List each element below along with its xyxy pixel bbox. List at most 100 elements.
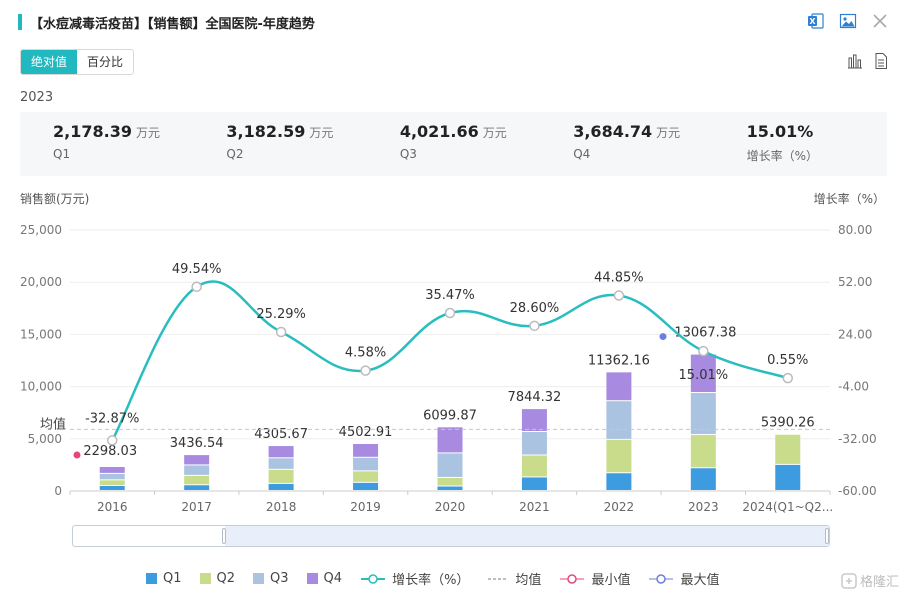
page-title: 【水痘减毒活疫苗】【销售额】全国医院-年度趋势 xyxy=(30,16,315,32)
svg-text:X: X xyxy=(809,17,816,26)
legend-q3[interactable]: Q3 xyxy=(253,571,289,586)
growth-point xyxy=(782,372,794,384)
zoom-slider[interactable] xyxy=(72,525,830,547)
percentage-button[interactable]: 百分比 xyxy=(77,50,134,74)
legend-label: Q4 xyxy=(323,571,343,586)
x-tick-label: 2017 xyxy=(181,500,212,514)
legend-q1[interactable]: Q1 xyxy=(146,571,182,586)
growth-point xyxy=(106,435,118,446)
growth-label: 44.85% xyxy=(594,271,644,286)
legend-min-icon xyxy=(560,573,585,584)
total-label: 6099.87 xyxy=(423,408,477,423)
total-label: 4502.91 xyxy=(339,425,393,440)
average-label: 均值 xyxy=(40,416,66,432)
title-bar: 【水痘减毒活疫苗】【销售额】全国医院-年度趋势 xyxy=(18,12,315,32)
x-tick-label: 2018 xyxy=(266,500,297,514)
legend-growth[interactable]: 增长率（%） xyxy=(360,569,469,588)
excel-export-icon[interactable]: X xyxy=(807,12,825,30)
left-tick-label: 10,000 xyxy=(20,380,62,394)
total-label: 13067.38 xyxy=(674,326,736,341)
bar-q1 xyxy=(268,483,294,490)
zoom-handle-right[interactable] xyxy=(825,528,829,544)
document-icon[interactable] xyxy=(873,52,889,70)
bar-q3 xyxy=(99,473,125,480)
x-tick-label: 2016 xyxy=(97,500,128,514)
zoom-selected-range[interactable] xyxy=(225,526,829,546)
year-label: 2023 xyxy=(20,90,54,105)
right-tick-label: 80.00 xyxy=(838,223,872,237)
left-tick-label: 0 xyxy=(54,484,62,498)
legend-average[interactable]: 均值 xyxy=(487,569,541,588)
bar-q3 xyxy=(521,432,547,455)
bar-q2 xyxy=(437,477,463,486)
bar-q1 xyxy=(606,473,632,490)
growth-point xyxy=(360,365,371,376)
left-tick-label: 5,000 xyxy=(28,432,62,446)
total-label: 3436.54 xyxy=(170,436,224,451)
bar-q1 xyxy=(437,486,463,490)
watermark: 格隆汇 xyxy=(841,571,899,590)
bar-q4 xyxy=(99,467,125,473)
bar-q4 xyxy=(437,427,463,453)
bar-q1 xyxy=(690,468,716,490)
legend-q2[interactable]: Q2 xyxy=(199,571,236,586)
x-tick-label: 2023 xyxy=(688,500,719,514)
bar-q4 xyxy=(353,443,379,457)
stat-growth: 15.01% 增长率（%） xyxy=(714,112,887,176)
view-toolbar xyxy=(847,52,889,70)
legend-q4[interactable]: Q4 xyxy=(306,571,343,586)
growth-label: 0.55% xyxy=(767,353,808,368)
bar-q2 xyxy=(353,471,379,482)
left-tick-label: 15,000 xyxy=(20,327,62,341)
title-accent xyxy=(18,14,22,30)
legend-label: Q2 xyxy=(216,571,236,586)
bar-q2 xyxy=(521,455,547,477)
x-tick-label: 2022 xyxy=(604,500,635,514)
growth-label: 4.58% xyxy=(345,346,386,361)
legend-line-icon xyxy=(361,573,386,584)
stat-value: 2,178.39 xyxy=(53,122,132,141)
stat-label: Q1 xyxy=(53,147,71,161)
bar-q2 xyxy=(99,480,125,485)
legend-min[interactable]: 最小值 xyxy=(559,569,630,588)
zoom-handle-left[interactable] xyxy=(222,528,226,544)
stat-value: 3,684.74 xyxy=(573,122,653,141)
legend-swatch xyxy=(146,573,157,584)
watermark-text: 格隆汇 xyxy=(859,575,899,590)
right-tick-label: 24.00 xyxy=(838,327,872,341)
legend-swatch xyxy=(253,573,265,584)
growth-label: 35.47% xyxy=(425,288,475,303)
bar-q1 xyxy=(775,464,801,490)
legend-label: Q3 xyxy=(270,571,289,586)
image-export-icon[interactable] xyxy=(839,12,857,30)
stat-unit: 万元 xyxy=(135,126,160,140)
growth-label: 28.60% xyxy=(510,301,560,316)
absolute-value-button[interactable]: 绝对值 xyxy=(21,50,78,74)
close-icon[interactable] xyxy=(871,12,889,30)
watermark-logo-icon xyxy=(841,572,857,589)
bar-q3 xyxy=(606,401,632,439)
bar-q2 xyxy=(184,475,210,485)
mode-toggle: 绝对值 百分比 xyxy=(20,49,135,75)
right-tick-label: 52.00 xyxy=(838,275,872,289)
stat-label: Q4 xyxy=(573,147,591,161)
bar-q4 xyxy=(690,354,716,393)
growth-label: 49.54% xyxy=(172,262,222,277)
stat-q2: 3,182.59 万元 Q2 xyxy=(193,112,366,176)
growth-label: -32.87% xyxy=(85,411,139,426)
stat-label: 增长率（%） xyxy=(746,149,819,163)
bar-q1 xyxy=(184,485,210,490)
legend-max[interactable]: 最大值 xyxy=(648,569,719,588)
total-label: 7844.32 xyxy=(508,390,562,405)
left-axis-title: 销售额(万元) xyxy=(20,192,90,206)
stat-value: 3,182.59 xyxy=(226,122,306,141)
bar-q4 xyxy=(184,455,210,465)
bar-q4 xyxy=(521,409,547,432)
bar-q1 xyxy=(99,485,125,490)
growth-line xyxy=(111,280,789,442)
stat-q4: 3,684.74 万元 Q4 xyxy=(540,112,713,176)
growth-point xyxy=(698,345,709,357)
total-label: 4305.67 xyxy=(254,427,308,442)
x-tick-label: 2021 xyxy=(519,500,550,514)
bar-chart-icon[interactable] xyxy=(847,52,863,70)
